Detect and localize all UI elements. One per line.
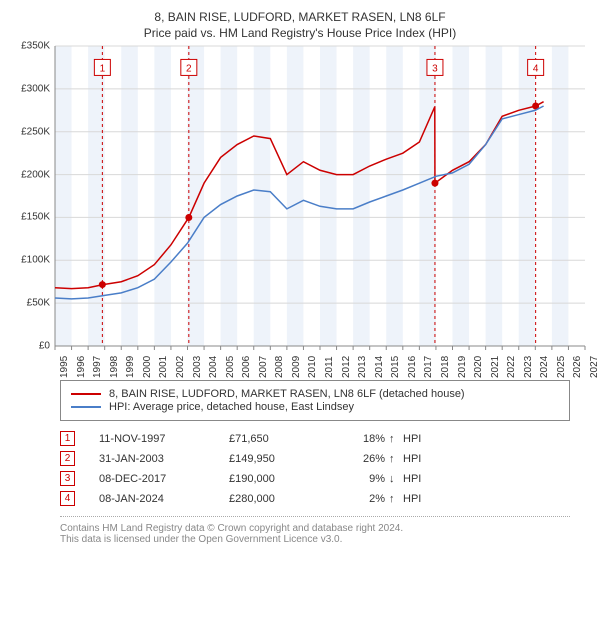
x-axis-label: 2007	[258, 356, 269, 378]
footer-line-1: Contains HM Land Registry data © Crown c…	[60, 523, 570, 534]
x-axis-label: 2004	[208, 356, 219, 378]
x-axis-label: 2009	[291, 356, 302, 378]
x-axis-label: 2026	[572, 356, 583, 378]
svg-text:2: 2	[186, 63, 192, 74]
event-date: 31-JAN-2003	[99, 453, 229, 465]
event-percent: 2%	[329, 493, 389, 505]
event-date: 08-DEC-2017	[99, 473, 229, 485]
x-axis-label: 2022	[506, 356, 517, 378]
event-date: 11-NOV-1997	[99, 433, 229, 445]
x-axis-label: 2025	[556, 356, 567, 378]
title-line-2: Price paid vs. HM Land Registry's House …	[10, 26, 590, 40]
x-axis-label: 2013	[357, 356, 368, 378]
legend-label: HPI: Average price, detached house, East…	[109, 401, 354, 413]
legend-swatch	[71, 406, 101, 408]
event-arrow-icon: ↑	[389, 493, 403, 505]
x-axis-label: 1998	[109, 356, 120, 378]
svg-text:3: 3	[432, 63, 438, 74]
x-axis-label: 2001	[158, 356, 169, 378]
title-line-1: 8, BAIN RISE, LUDFORD, MARKET RASEN, LN8…	[10, 10, 590, 24]
event-arrow-icon: ↑	[389, 453, 403, 465]
y-axis-label: £350K	[10, 41, 50, 52]
x-axis-label: 2023	[523, 356, 534, 378]
chart-svg: 1 2 3 4	[55, 46, 585, 346]
event-row: 2 31-JAN-2003£149,95026%↑HPI	[60, 451, 570, 466]
x-axis-label: 1997	[92, 356, 103, 378]
x-axis-label: 1999	[125, 356, 136, 378]
x-axis-label: 2020	[473, 356, 484, 378]
legend-swatch	[71, 393, 101, 395]
event-percent: 26%	[329, 453, 389, 465]
chart-title-block: 8, BAIN RISE, LUDFORD, MARKET RASEN, LN8…	[10, 10, 590, 40]
svg-text:4: 4	[533, 63, 539, 74]
event-arrow-icon: ↓	[389, 473, 403, 485]
event-row: 3 08-DEC-2017£190,0009%↓HPI	[60, 471, 570, 486]
footer-line-2: This data is licensed under the Open Gov…	[60, 534, 570, 545]
event-suffix: HPI	[403, 473, 421, 485]
y-axis-label: £100K	[10, 255, 50, 266]
event-percent: 18%	[329, 433, 389, 445]
x-axis-label: 1996	[76, 356, 87, 378]
svg-text:1: 1	[100, 63, 106, 74]
x-axis-label: 2017	[423, 356, 434, 378]
legend-item: HPI: Average price, detached house, East…	[71, 401, 559, 413]
event-suffix: HPI	[403, 433, 421, 445]
x-axis-label: 2019	[457, 356, 468, 378]
event-marker: 4	[60, 491, 75, 506]
y-axis-label: £0	[10, 341, 50, 352]
x-axis-label: 2011	[324, 356, 335, 378]
event-marker: 1	[60, 431, 75, 446]
event-percent: 9%	[329, 473, 389, 485]
x-axis-label: 2018	[440, 356, 451, 378]
event-price: £149,950	[229, 453, 329, 465]
x-axis-label: 2014	[374, 356, 385, 378]
x-axis-label: 2012	[341, 356, 352, 378]
x-axis-label: 2016	[407, 356, 418, 378]
x-axis-label: 2024	[539, 356, 550, 378]
event-price: £280,000	[229, 493, 329, 505]
y-axis-label: £300K	[10, 83, 50, 94]
event-arrow-icon: ↑	[389, 433, 403, 445]
x-axis-label: 2000	[142, 356, 153, 378]
event-date: 08-JAN-2024	[99, 493, 229, 505]
x-axis-label: 2015	[390, 356, 401, 378]
x-axis-label: 2006	[241, 356, 252, 378]
x-axis-label: 2002	[175, 356, 186, 378]
legend: 8, BAIN RISE, LUDFORD, MARKET RASEN, LN8…	[60, 380, 570, 421]
y-axis-label: £50K	[10, 298, 50, 309]
event-marker: 3	[60, 471, 75, 486]
x-axis-label: 2005	[225, 356, 236, 378]
legend-label: 8, BAIN RISE, LUDFORD, MARKET RASEN, LN8…	[109, 388, 465, 400]
x-axis-label: 2003	[192, 356, 203, 378]
x-axis-label: 2010	[307, 356, 318, 378]
x-axis-label: 2027	[589, 356, 600, 378]
y-axis-label: £150K	[10, 212, 50, 223]
legend-item: 8, BAIN RISE, LUDFORD, MARKET RASEN, LN8…	[71, 388, 559, 400]
x-axis-label: 2021	[490, 356, 501, 378]
event-row: 4 08-JAN-2024£280,0002%↑HPI	[60, 491, 570, 506]
event-row: 1 11-NOV-1997£71,65018%↑HPI	[60, 431, 570, 446]
event-price: £71,650	[229, 433, 329, 445]
chart-area: 1234 £0£50K£100K£150K£200K£250K£300K£350…	[10, 46, 590, 376]
event-suffix: HPI	[403, 493, 421, 505]
event-marker: 2	[60, 451, 75, 466]
x-axis-label: 1995	[59, 356, 70, 378]
footer: Contains HM Land Registry data © Crown c…	[60, 516, 570, 545]
y-axis-label: £200K	[10, 169, 50, 180]
event-suffix: HPI	[403, 453, 421, 465]
x-axis-label: 2008	[274, 356, 285, 378]
y-axis-label: £250K	[10, 126, 50, 137]
event-price: £190,000	[229, 473, 329, 485]
events-table: 111-NOV-1997£71,65018%↑HPI231-JAN-2003£1…	[60, 431, 570, 506]
